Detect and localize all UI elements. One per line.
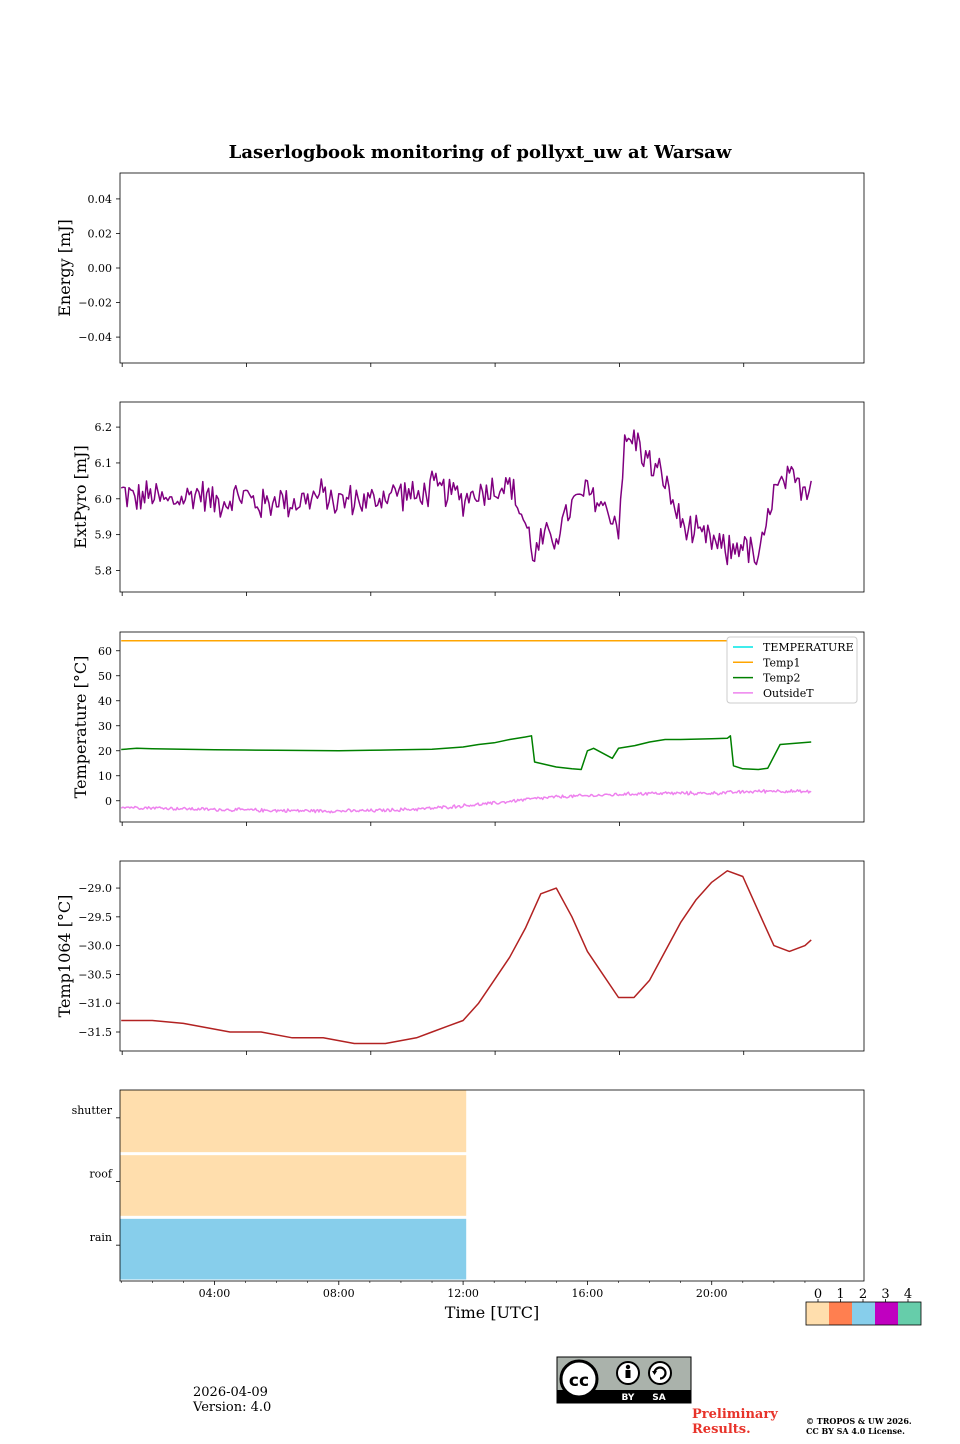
- colorbar-tick-label: 1: [836, 1287, 844, 1302]
- legend-box: [726, 636, 858, 704]
- y-tick-label: 0.02: [88, 227, 113, 240]
- y-tick-label: 6.0: [95, 493, 113, 506]
- axes-frame: [119, 172, 865, 364]
- axes-frame: [119, 401, 865, 593]
- license-sa-label: SA: [652, 1393, 665, 1403]
- chart-title: Laserlogbook monitoring of pollyxt_uw at…: [229, 142, 732, 163]
- x-tick-label: 12:00: [447, 1287, 479, 1300]
- colorbar-tick-label: 4: [904, 1287, 912, 1302]
- colorbar-cell-2: [852, 1302, 875, 1325]
- colorbar-cell-4: [898, 1302, 921, 1325]
- y-axis-label: ExtPyro [mJ]: [71, 445, 90, 548]
- series-line-temp1064: [121, 870, 812, 1045]
- series-line-outsidet: [120, 788, 812, 814]
- status-bar-shutter: [120, 1090, 467, 1153]
- panel-extpyro: 6.2 6.1 6.0 5.9 5.8 ExtPyro [mJ]: [71, 401, 865, 596]
- legend-entry-temp1: Temp1: [763, 656, 800, 669]
- axes-background: [120, 173, 864, 363]
- legend-entry-outsidet: OutsideT: [763, 687, 814, 700]
- y-tick-label: 50: [98, 670, 112, 683]
- series-line-extpyro: [120, 429, 812, 566]
- y-tick-label-roof: roof: [89, 1168, 113, 1181]
- x-tick-label: 16:00: [572, 1287, 604, 1300]
- y-tick-label: −0.04: [78, 331, 112, 344]
- y-axis-label: Temperature [°C]: [71, 656, 90, 799]
- axes-background: [120, 861, 864, 1051]
- y-tick-label: 5.8: [95, 564, 113, 577]
- cc-logo-icon: [559, 1359, 599, 1399]
- x-tick-label: 20:00: [696, 1287, 728, 1300]
- y-tick-label: −29.5: [78, 911, 112, 924]
- legend-entry-temp2: Temp2: [763, 672, 800, 685]
- date-label: 2026-04-09: [193, 1385, 268, 1400]
- y-axis-label: Temp1064 [°C]: [55, 895, 74, 1018]
- copyright-label: © TROPOS & UW 2026.: [806, 1416, 912, 1426]
- y-tick-label-rain: rain: [90, 1231, 112, 1244]
- colorbar-tick-label: 3: [881, 1287, 889, 1302]
- license-by-label: BY: [622, 1393, 635, 1403]
- y-tick-label: −31.0: [78, 997, 112, 1010]
- legend-entry-temperature: TEMPERATURE: [763, 641, 854, 654]
- preliminary-label: Preliminary: [692, 1407, 778, 1422]
- axes-frame: [119, 631, 865, 823]
- license-text-label: CC BY SA 4.0 License.: [806, 1426, 905, 1436]
- colorbar-tick-label: 2: [859, 1287, 867, 1302]
- colorbar-frame: [805, 1301, 922, 1326]
- series-line-temp2: [121, 735, 812, 771]
- colorbar-cell-0: [806, 1302, 829, 1325]
- y-tick-label: 5.9: [95, 529, 113, 542]
- y-tick-label: 30: [98, 720, 112, 733]
- axes-frame: [119, 1089, 865, 1282]
- panel-temperature: 60 50 40 30 20 10 0 Temperature [°C] TEMPERATURE…: [71, 631, 865, 826]
- share-alike-icon: [648, 1361, 672, 1385]
- version-label: Version: 4.0: [192, 1400, 271, 1415]
- cc-license-badge: cc BY SA: [556, 1356, 692, 1404]
- panel-status: shutter roof rain 04:00 08:00 12:00 16:00 20:00: [72, 1089, 865, 1300]
- y-tick-label: 0: [105, 795, 112, 808]
- axes-background: [120, 402, 864, 592]
- y-tick-label: 0.00: [88, 262, 113, 275]
- y-tick-label: 6.2: [95, 421, 113, 434]
- y-tick-label: −29.0: [78, 882, 112, 895]
- svg-text:cc: cc: [569, 1371, 589, 1391]
- y-tick-label: 60: [98, 645, 112, 658]
- colorbar-cell-3: [875, 1302, 898, 1325]
- y-tick-label: −31.5: [78, 1026, 112, 1039]
- y-tick-label: 40: [98, 695, 112, 708]
- y-tick-label: 20: [98, 745, 112, 758]
- status-bar-roof: [120, 1155, 467, 1216]
- y-tick-label: −30.0: [78, 940, 112, 953]
- x-axis-label: Time [UTC]: [445, 1303, 539, 1322]
- colorbar-cell-1: [829, 1302, 852, 1325]
- y-tick-label: 10: [98, 770, 112, 783]
- y-tick-label-shutter: shutter: [72, 1104, 113, 1117]
- x-tick-label: 08:00: [323, 1287, 355, 1300]
- x-tick-label: 04:00: [199, 1287, 231, 1300]
- y-tick-label: −0.02: [78, 297, 112, 310]
- panel-energy: 0.04 0.02 0.00 −0.02 −0.04 Energy [mJ]: [55, 172, 865, 367]
- status-bar-rain: [120, 1218, 467, 1280]
- axes-frame: [119, 860, 865, 1052]
- y-tick-label: 6.1: [95, 457, 113, 470]
- results-label: Results.: [692, 1422, 751, 1437]
- y-axis-label: Energy [mJ]: [55, 219, 74, 317]
- y-tick-label: −30.5: [78, 968, 112, 981]
- colorbar-tick-label: 0: [814, 1287, 822, 1302]
- panel-temp1064: −29.0 −29.5 −30.0 −30.5 −31.0 −31.5 Temp1064 […: [55, 860, 865, 1055]
- y-tick-label: 0.04: [88, 193, 113, 206]
